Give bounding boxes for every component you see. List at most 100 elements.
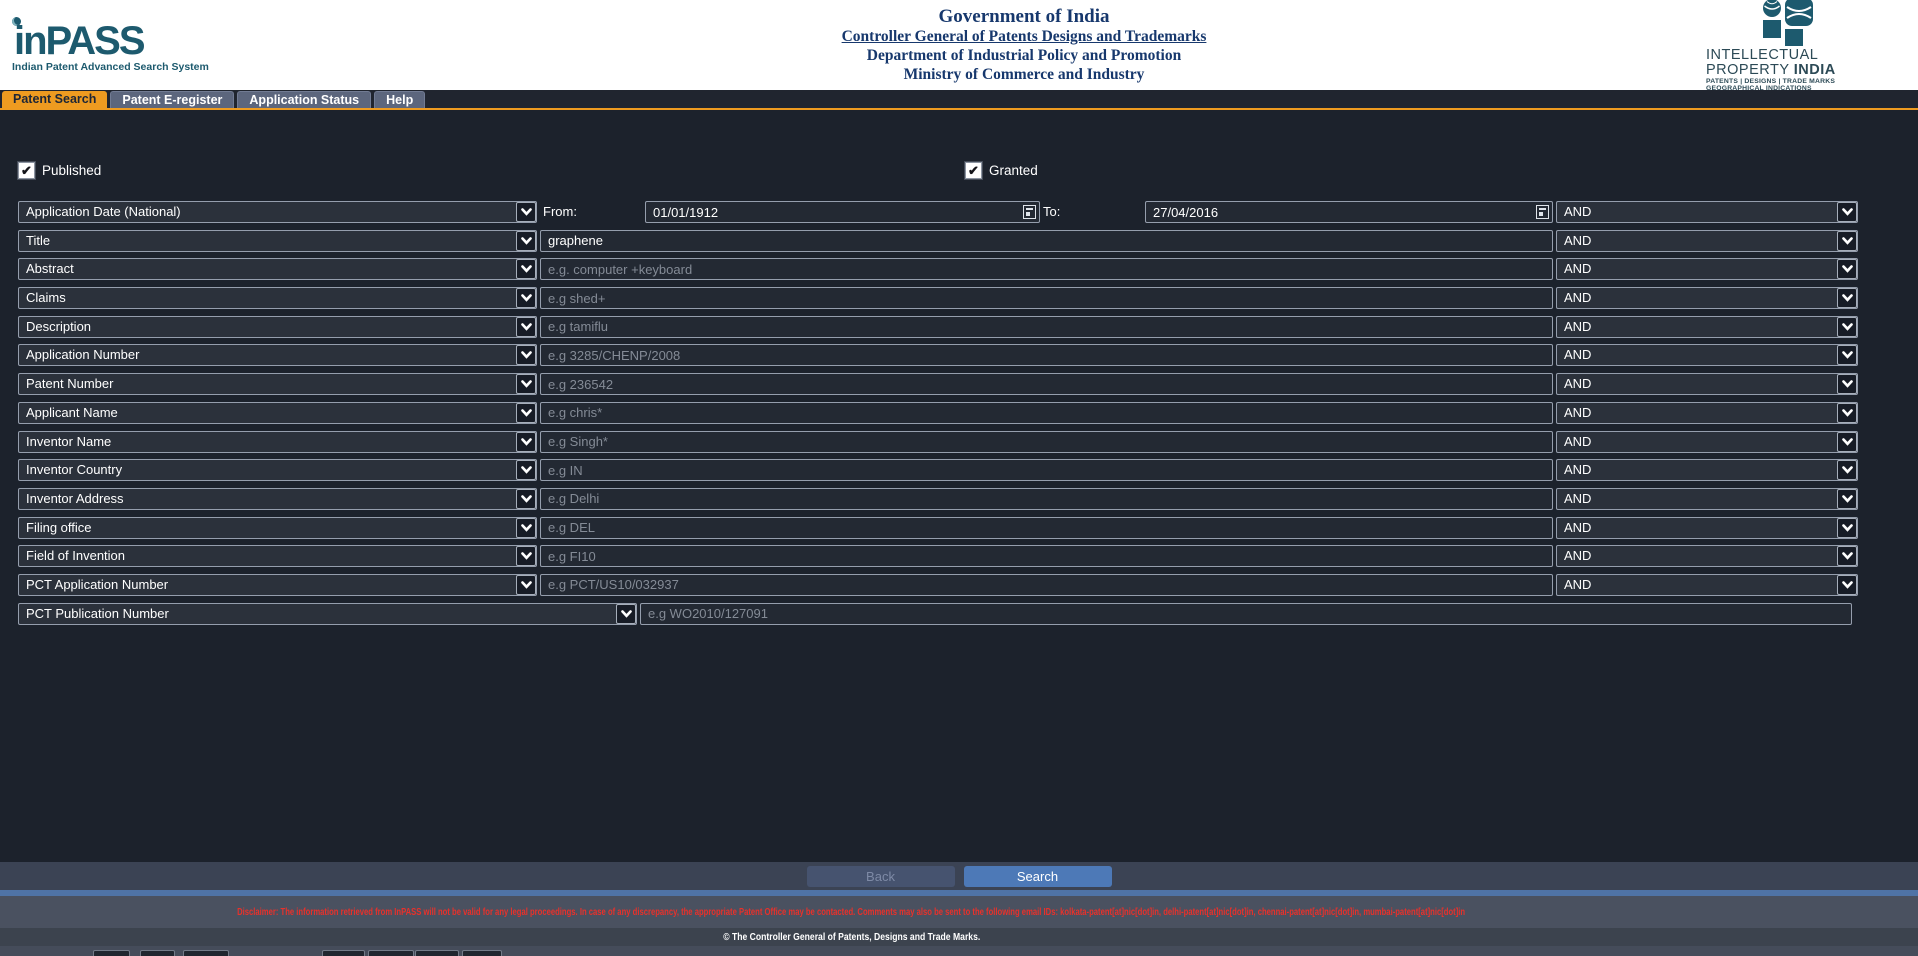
dropdown-arrow-button[interactable] bbox=[1837, 488, 1857, 509]
search-term-input[interactable] bbox=[540, 545, 1553, 568]
chevron-down-icon bbox=[520, 495, 532, 503]
dropdown-arrow-button[interactable] bbox=[516, 574, 536, 595]
tab-help[interactable]: Help bbox=[374, 91, 426, 108]
dropdown-arrow-button[interactable] bbox=[1837, 316, 1857, 337]
dropdown-arrow-button[interactable] bbox=[516, 488, 536, 509]
operator-select[interactable]: AND bbox=[1556, 258, 1858, 281]
dropdown-arrow-button[interactable] bbox=[516, 460, 536, 481]
search-criteria-row: Title AND bbox=[18, 229, 1858, 252]
date-to-input[interactable] bbox=[1146, 204, 1536, 220]
operator-select[interactable]: AND bbox=[1556, 287, 1858, 310]
search-term-input[interactable] bbox=[540, 344, 1553, 367]
chevron-down-icon bbox=[520, 208, 532, 216]
search-button[interactable]: Search bbox=[963, 865, 1112, 887]
dropdown-arrow-button[interactable] bbox=[516, 345, 536, 366]
cutoff-box bbox=[415, 950, 459, 956]
calendar-icon[interactable] bbox=[1536, 205, 1549, 219]
operator-select[interactable]: AND bbox=[1556, 229, 1858, 252]
search-term-input[interactable] bbox=[540, 459, 1553, 482]
search-criteria-row: Application Number AND bbox=[18, 344, 1858, 367]
search-term-input[interactable] bbox=[540, 516, 1553, 539]
field-select[interactable]: Abstract bbox=[18, 258, 537, 281]
dropdown-arrow-button[interactable] bbox=[1837, 345, 1857, 366]
calendar-icon[interactable] bbox=[1023, 205, 1036, 219]
dropdown-arrow-button[interactable] bbox=[1837, 460, 1857, 481]
operator-select[interactable]: AND bbox=[1556, 373, 1858, 396]
field-select[interactable]: Inventor Address bbox=[18, 487, 537, 510]
dropdown-arrow-button[interactable] bbox=[516, 546, 536, 567]
dropdown-arrow-button[interactable] bbox=[516, 431, 536, 452]
field-select[interactable]: Application Number bbox=[18, 344, 537, 367]
search-term-input[interactable] bbox=[540, 258, 1553, 281]
dropdown-arrow-button[interactable] bbox=[516, 288, 536, 309]
field-select[interactable]: Applicant Name bbox=[18, 401, 537, 424]
dropdown-arrow-button[interactable] bbox=[1837, 230, 1857, 251]
field-select[interactable]: Application Date (National) bbox=[18, 201, 537, 223]
search-term-input[interactable] bbox=[540, 315, 1553, 338]
dropdown-arrow-button[interactable] bbox=[516, 402, 536, 423]
operator-select[interactable]: AND bbox=[1556, 459, 1858, 482]
dropdown-arrow-button[interactable] bbox=[516, 517, 536, 538]
dropdown-arrow-button[interactable] bbox=[516, 202, 536, 222]
operator-select[interactable]: AND bbox=[1556, 487, 1858, 510]
search-term-input[interactable] bbox=[540, 287, 1553, 310]
dropdown-arrow-button[interactable] bbox=[1837, 374, 1857, 395]
dropdown-arrow-button[interactable] bbox=[1837, 259, 1857, 280]
field-select[interactable]: Filing office bbox=[18, 516, 537, 539]
field-select[interactable]: PCT Application Number bbox=[18, 573, 537, 596]
gov-line-controller-general[interactable]: Controller General of Patents Designs an… bbox=[841, 28, 1207, 45]
field-select[interactable]: Claims bbox=[18, 287, 537, 310]
operator-select[interactable]: AND bbox=[1556, 516, 1858, 539]
field-select[interactable]: PCT Publication Number bbox=[18, 602, 637, 625]
cutoff-box bbox=[183, 950, 229, 956]
dropdown-arrow-button[interactable] bbox=[1837, 574, 1857, 595]
date-from-input[interactable] bbox=[646, 204, 1023, 220]
tab-patent-e-register[interactable]: Patent E-register bbox=[110, 91, 235, 108]
ip-india-logo-icon bbox=[1763, 0, 1813, 46]
field-select[interactable]: Inventor Name bbox=[18, 430, 537, 453]
operator-select[interactable]: AND bbox=[1556, 545, 1858, 568]
search-term-input[interactable] bbox=[540, 373, 1553, 396]
operator-select[interactable]: AND bbox=[1556, 573, 1858, 596]
dropdown-arrow-button[interactable] bbox=[1837, 517, 1857, 538]
back-button[interactable]: Back bbox=[806, 865, 955, 887]
operator-select[interactable]: AND bbox=[1556, 201, 1858, 223]
dropdown-arrow-button[interactable] bbox=[1837, 546, 1857, 567]
chevron-down-icon bbox=[520, 466, 532, 474]
field-select[interactable]: Inventor Country bbox=[18, 459, 537, 482]
operator-select[interactable]: AND bbox=[1556, 401, 1858, 424]
dropdown-arrow-button[interactable] bbox=[516, 259, 536, 280]
chevron-down-icon bbox=[1841, 581, 1853, 589]
dropdown-arrow-button[interactable] bbox=[516, 230, 536, 251]
search-term-input[interactable] bbox=[540, 401, 1553, 424]
granted-checkbox[interactable]: ✔ bbox=[965, 162, 982, 179]
dropdown-arrow-button[interactable] bbox=[1837, 202, 1857, 222]
globe-icon bbox=[12, 17, 21, 26]
dropdown-arrow-button[interactable] bbox=[1837, 288, 1857, 309]
field-select[interactable]: Field of Invention bbox=[18, 545, 537, 568]
published-checkbox[interactable]: ✔ bbox=[18, 162, 35, 179]
operator-select[interactable]: AND bbox=[1556, 344, 1858, 367]
field-select[interactable]: Description bbox=[18, 315, 537, 338]
dropdown-arrow-button[interactable] bbox=[1837, 431, 1857, 452]
tab-application-status[interactable]: Application Status bbox=[237, 91, 372, 108]
field-select[interactable]: Title bbox=[18, 229, 537, 252]
operator-select[interactable]: AND bbox=[1556, 315, 1858, 338]
dropdown-arrow-button[interactable] bbox=[516, 374, 536, 395]
ip-logo-line4: GEOGRAPHICAL INDICATIONS bbox=[1706, 85, 1812, 93]
search-term-input[interactable] bbox=[540, 573, 1553, 596]
dropdown-arrow-button[interactable] bbox=[1837, 402, 1857, 423]
search-criteria-row: Description AND bbox=[18, 315, 1858, 338]
tab-patent-search[interactable]: Patent Search bbox=[2, 91, 108, 108]
chevron-down-icon bbox=[1841, 409, 1853, 417]
operator-label: AND bbox=[1564, 404, 1592, 420]
search-term-input[interactable] bbox=[540, 430, 1553, 453]
dropdown-arrow-button[interactable] bbox=[616, 603, 636, 624]
search-term-input[interactable] bbox=[540, 487, 1553, 510]
search-term-input[interactable] bbox=[540, 229, 1553, 252]
operator-select[interactable]: AND bbox=[1556, 430, 1858, 453]
page-header: inPASS Indian Patent Advanced Search Sys… bbox=[0, 0, 1918, 93]
field-select[interactable]: Patent Number bbox=[18, 373, 537, 396]
dropdown-arrow-button[interactable] bbox=[516, 316, 536, 337]
pct-publication-input[interactable] bbox=[640, 602, 1852, 625]
